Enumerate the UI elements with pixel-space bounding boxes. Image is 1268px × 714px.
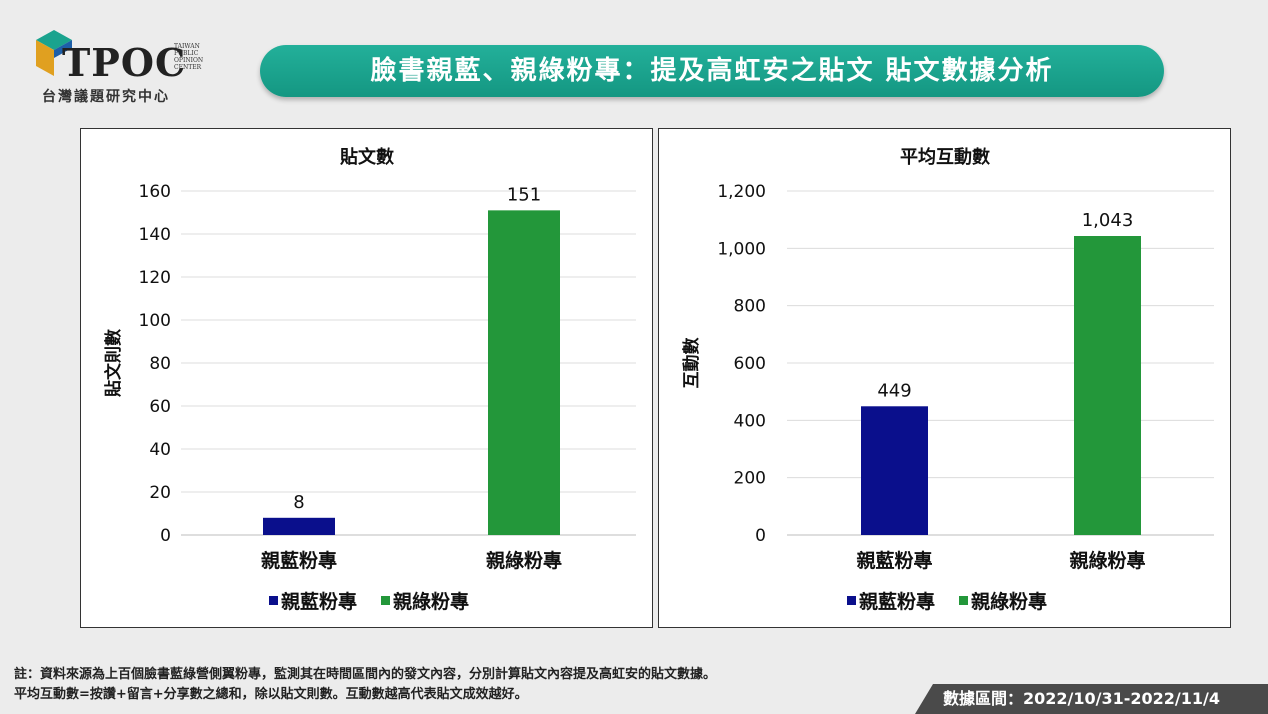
legend-label: 親藍粉專: [859, 590, 935, 613]
logo-small-text: TAIWAN PUBLIC OPINION CENTER: [174, 43, 204, 71]
footer-note-definition: 平均互動數=按讚+留言+分享數之總和，除以貼文則數。互動數越高代表貼文成效越好。: [14, 687, 528, 702]
y-tick-label: 600: [734, 354, 766, 374]
data-label: 449: [877, 380, 911, 401]
chart-panel-avg-interaction: 平均互動數 0 200 400 600 800 1,000 1,200 互動數 449 親藍粉專 1,…: [658, 128, 1231, 628]
data-label: 1,043: [1082, 210, 1134, 231]
y-axis-label: 互動數: [681, 338, 702, 389]
logo-subtitle: 台灣議題研究中心: [42, 89, 170, 105]
legend-swatch: [269, 596, 278, 605]
tpoc-logo-mark-icon: [36, 30, 72, 76]
legend-label: 親綠粉專: [971, 590, 1047, 613]
logo-name: TPOC: [62, 40, 187, 85]
bar: [861, 406, 928, 535]
x-tick-label: 親綠粉專: [1069, 549, 1145, 572]
legend-label: 親綠粉專: [393, 590, 469, 613]
chart-post-count: 貼文數 0 20 40 60 80 100 120 140 160 貼文則數 8 親藍粉專 151 親綠粉專…: [103, 146, 636, 613]
footer-note-source: 註：資料來源為上百個臉書藍綠營側翼粉專，監測其在時間區間內的發文內容，分別計算貼…: [14, 667, 717, 682]
page-title: 臉書親藍、親綠粉專：提及高虹安之貼文 貼文數據分析: [260, 45, 1164, 97]
data-label: 8: [293, 492, 304, 513]
tpoc-logo: TPOC TAIWAN PUBLIC OPINION CENTER 台灣議題研究…: [34, 26, 204, 106]
date-range-badge: 數據區間：2022/10/31-2022/11/4: [915, 684, 1268, 714]
x-tick-label: 親藍粉專: [261, 549, 337, 572]
y-tick-label: 200: [734, 469, 766, 489]
legend-label: 親藍粉專: [281, 590, 357, 613]
legend-swatch: [381, 596, 390, 605]
y-tick-label: 400: [734, 411, 766, 431]
y-tick-label: 800: [734, 297, 766, 317]
y-tick-label: 20: [149, 483, 171, 503]
chart-panel-post-count: 貼文數 0 20 40 60 80 100 120 140 160 貼文則數 8 親藍粉專 151 親綠粉專…: [80, 128, 653, 628]
y-tick-label: 120: [139, 268, 171, 288]
bar: [488, 210, 560, 535]
footer-notes: 註：資料來源為上百個臉書藍綠營側翼粉專，監測其在時間區間內的發文內容，分別計算貼…: [14, 665, 716, 705]
chart-avg-interaction: 平均互動數 0 200 400 600 800 1,000 1,200 互動數 449 親藍粉專 1,…: [681, 146, 1214, 613]
y-tick-label: 100: [139, 311, 171, 331]
y-axis-label: 貼文則數: [103, 329, 124, 398]
bar: [1074, 236, 1141, 536]
y-tick-label: 160: [139, 182, 171, 202]
x-tick-label: 親藍粉專: [856, 549, 932, 572]
bar: [263, 517, 335, 535]
y-tick-label: 0: [755, 526, 766, 546]
chart-title: 貼文數: [340, 146, 394, 168]
legend-swatch: [959, 596, 968, 605]
y-tick-label: 1,000: [717, 239, 766, 259]
legend-swatch: [847, 596, 856, 605]
data-label: 151: [507, 184, 541, 205]
y-tick-label: 60: [149, 397, 171, 417]
y-tick-label: 0: [160, 526, 171, 546]
y-tick-label: 140: [139, 225, 171, 245]
y-tick-label: 1,200: [717, 182, 766, 202]
y-tick-label: 80: [149, 354, 171, 374]
y-tick-label: 40: [149, 440, 171, 460]
chart-title: 平均互動數: [900, 146, 990, 168]
x-tick-label: 親綠粉專: [486, 549, 562, 572]
